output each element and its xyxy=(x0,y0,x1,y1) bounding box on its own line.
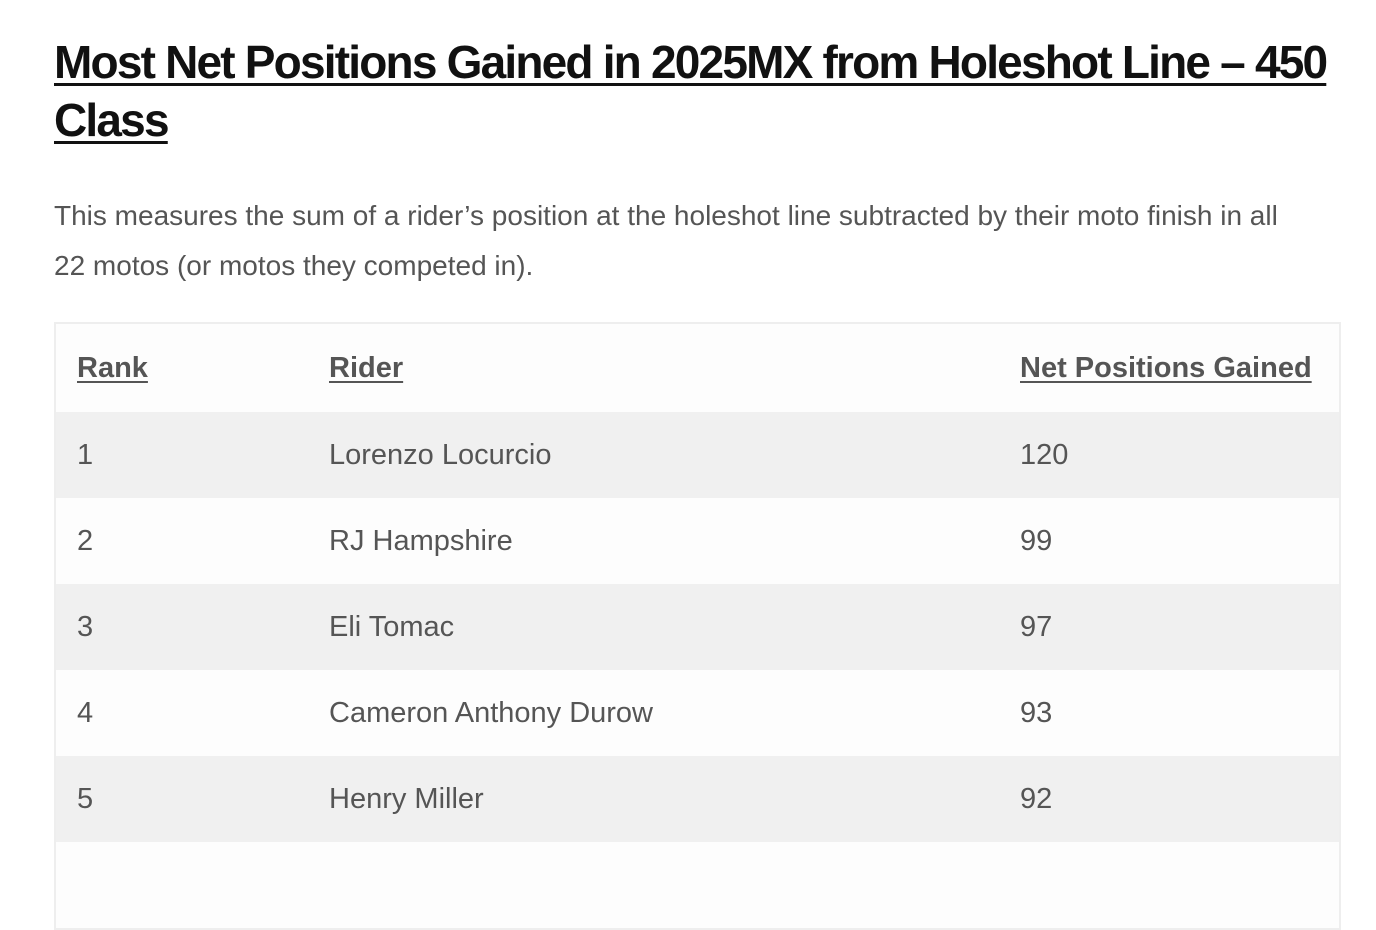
column-header: Net Positions Gained xyxy=(999,323,1340,412)
column-header: Rank xyxy=(55,323,308,412)
table-cell: 5 xyxy=(55,756,308,842)
table-cell: 3 xyxy=(55,584,308,670)
page-body: Most Net Positions Gained in 2025MX from… xyxy=(54,36,1341,930)
table-cell xyxy=(999,842,1340,929)
table-cell: 92 xyxy=(999,756,1340,842)
table-row xyxy=(55,842,1340,929)
header-row: Rank Rider Net Positions Gained xyxy=(55,323,1340,412)
table-cell: 2 xyxy=(55,498,308,584)
table-cell: Henry Miller xyxy=(308,756,999,842)
table-cell: Lorenzo Locurcio xyxy=(308,412,999,498)
table-row: 1 Lorenzo Locurcio 120 xyxy=(55,412,1340,498)
column-header: Rider xyxy=(308,323,999,412)
table-cell: 97 xyxy=(999,584,1340,670)
table-head: Rank Rider Net Positions Gained xyxy=(55,323,1340,412)
ranking-table: Rank Rider Net Positions Gained 1 Lorenzo L… xyxy=(54,322,1341,930)
table-row: 2 RJ Hampshire 99 xyxy=(55,498,1340,584)
page: Net Positions Gained {"title": "Most Net… xyxy=(54,36,1341,930)
table-row: 3 Eli Tomac 97 xyxy=(55,584,1340,670)
table-cell xyxy=(55,842,308,929)
table-cell: 120 xyxy=(999,412,1340,498)
table-cell: RJ Hampshire xyxy=(308,498,999,584)
table-cell xyxy=(308,842,999,929)
table-cell: Cameron Anthony Durow xyxy=(308,670,999,756)
table-cell: 99 xyxy=(999,498,1340,584)
table-body: 1 Lorenzo Locurcio 120 2 RJ Hampshire 99 3 Eli … xyxy=(55,412,1340,929)
table-cell: Eli Tomac xyxy=(308,584,999,670)
table-row: 4 Cameron Anthony Durow 93 xyxy=(55,670,1340,756)
table-row: 5 Henry Miller 92 xyxy=(55,756,1340,842)
table-cell: 93 xyxy=(999,670,1340,756)
table-cell: 1 xyxy=(55,412,308,498)
intro-text: This measures the sum of a rider’s posit… xyxy=(54,200,1278,281)
table-cell: 4 xyxy=(55,670,308,756)
article-title: Most Net Positions Gained in 2025MX from… xyxy=(54,36,1328,146)
